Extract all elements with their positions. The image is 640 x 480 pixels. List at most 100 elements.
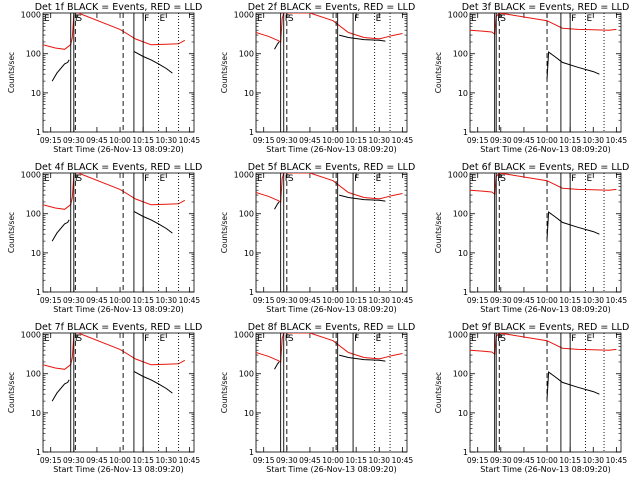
series-lld-line: [470, 173, 617, 195]
y-tick-label: 100: [26, 370, 41, 379]
x-tick-label: 09:15: [467, 136, 489, 145]
y-tick-label: 1000: [448, 171, 468, 180]
time-marker-label: E: [587, 14, 593, 24]
panel-title: Det 8f BLACK = Events, RED = LLD: [248, 322, 416, 333]
y-tick-label: 1000: [234, 331, 254, 340]
panel-title: Det 3f BLACK = Events, RED = LLD: [462, 2, 630, 13]
plot-frame: [469, 172, 622, 293]
x-axis-label: Start Time (26-Nov-13 08:09:20): [266, 465, 396, 474]
time-marker-label: E: [471, 334, 477, 344]
time-marker-label: E: [257, 334, 263, 344]
time-marker-label: E: [160, 334, 166, 344]
plot-frame: [255, 332, 408, 453]
time-marker-label: F: [285, 14, 290, 24]
series-events-line: [274, 354, 386, 370]
x-tick-label: 10:15: [132, 136, 154, 145]
time-marker-label: E: [376, 334, 382, 344]
x-tick-label: 09:15: [40, 136, 62, 145]
y-tick-label: 1: [249, 448, 254, 457]
detector-panel-6: Det 6f BLACK = Events, RED = LLD 1 10 100 10…: [434, 162, 629, 314]
time-marker-label: F: [285, 174, 290, 184]
x-tick-label: 10:00: [109, 136, 131, 145]
y-tick-label: 1000: [21, 331, 41, 340]
time-marker-label: F: [144, 14, 149, 24]
x-tick-label: 10:45: [606, 296, 628, 305]
x-tick-label: 10:00: [536, 296, 558, 305]
panel-title: Det 7f BLACK = Events, RED = LLD: [35, 322, 203, 333]
panel-title: Det 9f BLACK = Events, RED = LLD: [462, 322, 630, 333]
x-axis-label: Start Time (26-Nov-13 08:09:20): [53, 305, 183, 314]
series-events-line: [51, 370, 173, 402]
x-tick-label: 10:30: [155, 296, 177, 305]
y-axis-label: Counts/sec: [220, 52, 229, 93]
time-marker-label: E: [376, 174, 382, 184]
x-tick-label: 10:45: [179, 136, 201, 145]
plot-area: [256, 13, 403, 132]
time-marker-label: F: [354, 334, 359, 344]
y-axis-label: Counts/sec: [7, 52, 16, 93]
time-marker-label: E: [257, 14, 263, 24]
y-tick-label: 1: [36, 448, 41, 457]
y-tick-label: 1000: [234, 171, 254, 180]
y-tick-label: 10: [244, 249, 254, 258]
time-marker-label: E: [376, 14, 382, 24]
x-axis-label: Start Time (26-Nov-13 08:09:20): [266, 145, 396, 154]
x-tick-label: 10:45: [392, 296, 414, 305]
x-tick-label: 09:15: [253, 296, 275, 305]
plot-frame: [42, 12, 195, 133]
x-tick-label: 10:30: [582, 296, 604, 305]
x-axis-label: Start Time (26-Nov-13 08:09:20): [480, 465, 610, 474]
time-marker-label: E: [160, 14, 166, 24]
x-tick-label: 09:15: [40, 296, 62, 305]
time-marker-label: S: [288, 14, 294, 24]
y-tick-label: 100: [26, 50, 41, 59]
plot-area: [256, 333, 403, 452]
x-tick-label: 10:30: [368, 456, 390, 465]
y-tick-label: 1: [36, 288, 41, 297]
x-tick-label: 09:45: [513, 296, 535, 305]
plot-frame: [42, 332, 195, 453]
y-tick-label: 1000: [448, 11, 468, 20]
detector-panel-5: Det 5f BLACK = Events, RED = LLD 1 10 100 10…: [220, 162, 415, 314]
series-events-line: [546, 371, 600, 400]
x-tick-label: 09:30: [63, 136, 85, 145]
plot-area: [43, 333, 186, 452]
x-tick-label: 09:30: [276, 456, 298, 465]
x-tick-label: 09:30: [63, 456, 85, 465]
detector-panel-9: Det 9f BLACK = Events, RED = LLD 1 10 100 10…: [434, 322, 629, 474]
x-tick-label: 09:30: [276, 136, 298, 145]
plot-area: [470, 13, 617, 132]
panel-title: Det 2f BLACK = Events, RED = LLD: [248, 2, 416, 13]
series-events-line: [546, 211, 600, 240]
plot-area: [470, 333, 617, 452]
time-marker-label: S: [500, 334, 506, 344]
time-marker-label: F: [354, 174, 359, 184]
detector-panel-4: Det 4f BLACK = Events, RED = LLD 1 10 100 10…: [7, 162, 202, 314]
y-tick-label: 10: [458, 409, 468, 418]
x-tick-label: 09:15: [253, 456, 275, 465]
x-tick-label: 10:30: [582, 456, 604, 465]
x-axis-label: Start Time (26-Nov-13 08:09:20): [266, 305, 396, 314]
x-tick-label: 10:45: [606, 456, 628, 465]
y-tick-label: 100: [239, 210, 254, 219]
time-marker-label: F: [354, 14, 359, 24]
x-tick-label: 09:45: [86, 136, 108, 145]
y-tick-label: 10: [458, 249, 468, 258]
y-tick-label: 100: [239, 370, 254, 379]
plot-frame: [469, 12, 622, 133]
plot-frame: [255, 12, 408, 133]
x-axis-label: Start Time (26-Nov-13 08:09:20): [480, 145, 610, 154]
time-marker-label: F: [497, 334, 502, 344]
time-marker-label: F: [285, 334, 290, 344]
y-tick-label: 100: [453, 50, 468, 59]
time-marker-label: F: [144, 174, 149, 184]
x-tick-label: 09:30: [490, 136, 512, 145]
x-tick-label: 10:00: [536, 136, 558, 145]
x-tick-label: 09:45: [513, 456, 535, 465]
detector-panel-7: Det 7f BLACK = Events, RED = LLD 1 10 100 10…: [7, 322, 202, 474]
y-axis-label: Counts/sec: [7, 212, 16, 253]
plot-area: [43, 173, 186, 292]
series-events-line: [274, 194, 386, 210]
y-tick-label: 1: [249, 128, 254, 137]
